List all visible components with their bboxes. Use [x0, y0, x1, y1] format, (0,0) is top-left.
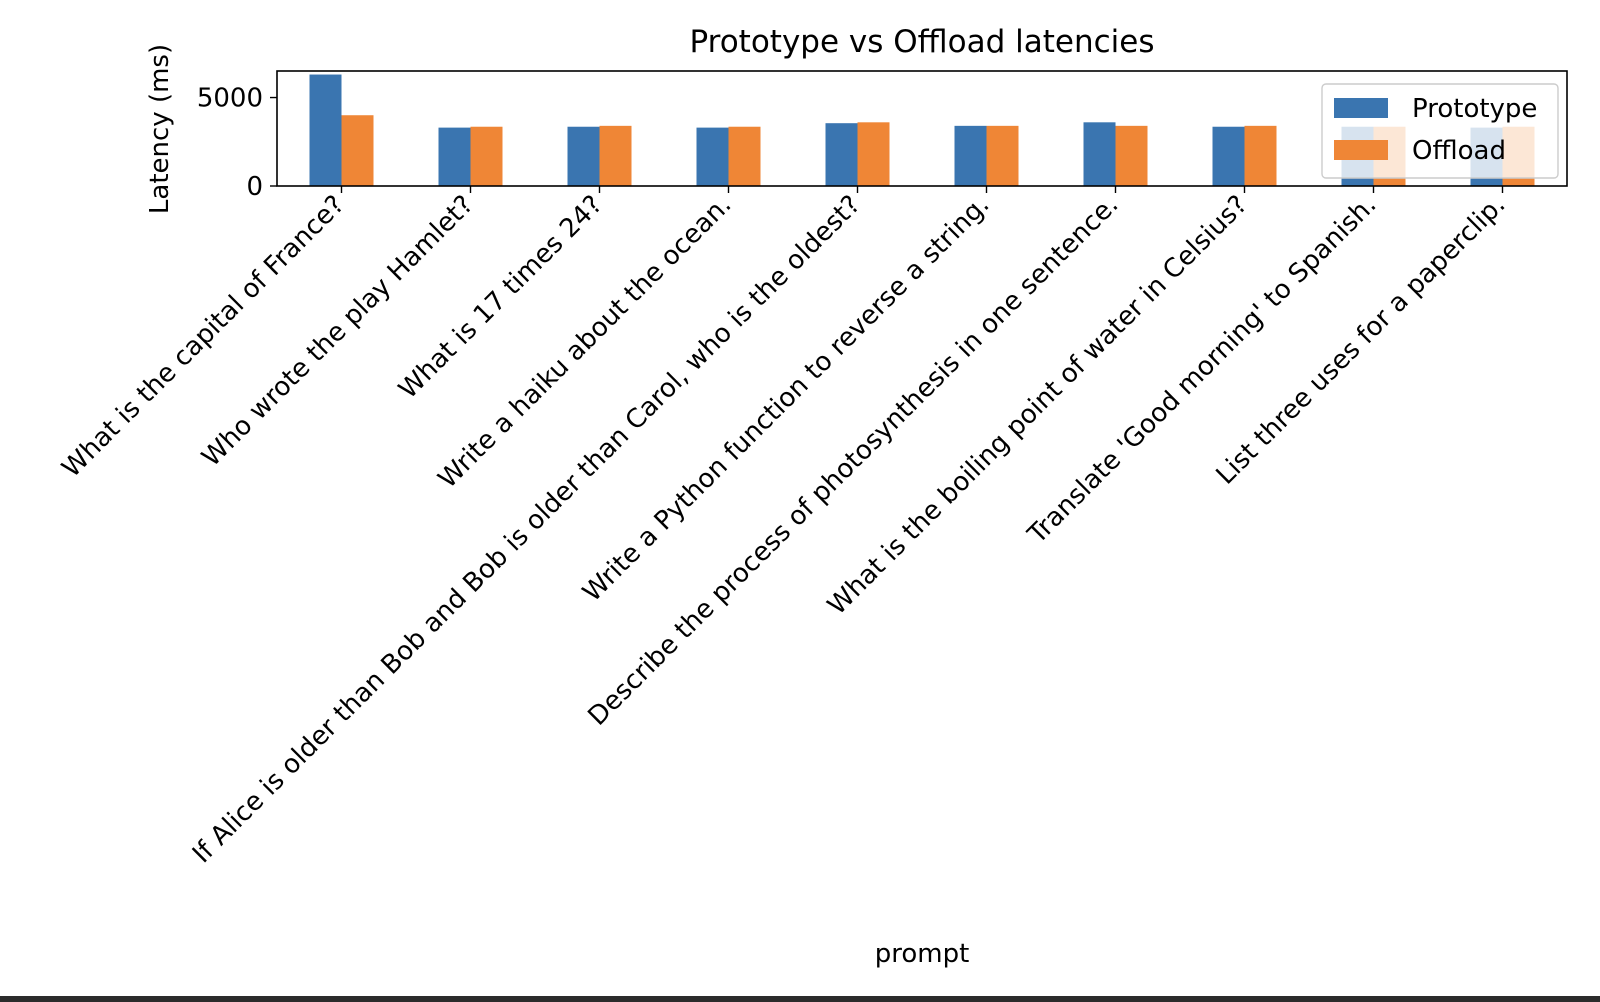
bar-prototype-0: [309, 74, 342, 186]
bar-prototype-1: [438, 127, 471, 186]
bar-offload-6: [1115, 125, 1148, 186]
x-tick-label-1: Who wrote the play Hamlet?: [196, 190, 479, 473]
bar-prototype-4: [825, 123, 858, 186]
window-bottom-edge: [0, 996, 1600, 1002]
legend-swatch-prototype: [1334, 98, 1388, 118]
bar-prototype-3: [696, 127, 729, 186]
bar-prototype-5: [954, 125, 987, 186]
y-tick-label-0: 0: [246, 172, 263, 202]
x-tick-label-9: List three uses for a paperclip.: [1211, 190, 1512, 491]
y-axis-label: Latency (ms): [145, 44, 175, 214]
plot-area: 0 5000 What is the capital of France?Who w…: [57, 70, 1568, 869]
legend-label-offload: Offload: [1412, 136, 1506, 166]
bar-offload-1: [470, 126, 503, 186]
bar-offload-0: [341, 115, 374, 186]
bar-offload-5: [986, 125, 1019, 186]
legend-swatch-offload: [1334, 140, 1388, 160]
x-tick-label-0: What is the capital of France?: [57, 190, 351, 484]
bar-prototype-7: [1212, 126, 1245, 186]
x-axis-label: prompt: [875, 939, 970, 969]
bar-offload-7: [1244, 125, 1277, 186]
bar-prototype-2: [567, 126, 600, 186]
legend-label-prototype: Prototype: [1412, 94, 1537, 124]
chart-title: Prototype vs Offload latencies: [690, 24, 1155, 60]
legend: Prototype Offload: [1321, 83, 1559, 179]
plot-frame: [276, 70, 1568, 187]
bar-offload-4: [857, 122, 890, 186]
bar-prototype-6: [1083, 122, 1116, 186]
bar-offload-2: [599, 125, 632, 186]
y-tick-label-1: 5000: [197, 84, 263, 114]
bar-offload-3: [728, 126, 761, 186]
